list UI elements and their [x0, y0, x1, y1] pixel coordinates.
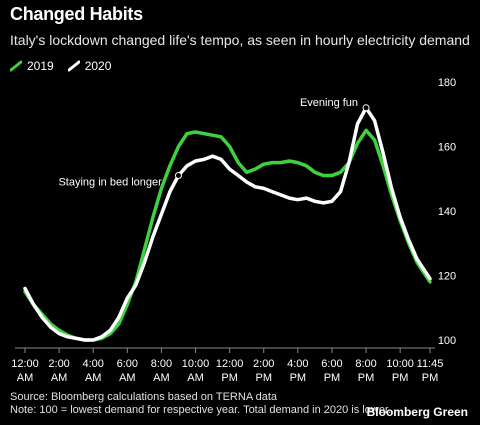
x-tick-label-7: 2:00	[253, 358, 274, 370]
y-tick-label-160: 160	[438, 142, 456, 154]
footnote: Note: 100 = lowest demand for respective…	[10, 404, 392, 416]
brand-logo-text: Bloomberg Green	[366, 405, 468, 419]
annotation-marker-0	[174, 172, 182, 180]
legend-label-2020: 2020	[84, 59, 112, 73]
legend-item-2019: 2019	[10, 59, 54, 73]
x-tick-sublabel-12: PM	[422, 372, 439, 384]
x-tick-label-1: 2:00	[48, 358, 69, 370]
y-tick-label-180: 180	[438, 77, 456, 89]
footer-notes: Source: Bloomberg calculations based on …	[10, 391, 391, 417]
x-tick-label-11: 10:00	[386, 358, 414, 370]
x-tick-label-5: 10:00	[182, 358, 210, 370]
x-tick-sublabel-8: PM	[290, 372, 307, 384]
x-tick-sublabel-5: AM	[187, 372, 204, 384]
annotation-label-0: Staying in bed longer	[58, 177, 162, 189]
x-tick-sublabel-2: AM	[85, 372, 102, 384]
x-tick-label-3: 6:00	[117, 358, 138, 370]
x-tick-label-0: 12:00	[11, 358, 39, 370]
chart-subtitle: Italy's lockdown changed life's tempo, a…	[10, 32, 470, 48]
legend-item-2020: 2020	[67, 59, 112, 73]
x-tick-label-10: 8:00	[355, 358, 376, 370]
x-tick-label-8: 4:00	[287, 358, 308, 370]
y-tick-label-120: 120	[438, 271, 456, 283]
annotation-marker-1	[362, 104, 370, 112]
x-tick-sublabel-3: AM	[119, 372, 136, 384]
x-tick-sublabel-1: AM	[51, 372, 68, 384]
x-tick-label-12: 11:45	[417, 358, 444, 370]
x-tick-sublabel-9: PM	[324, 372, 341, 384]
legend-swatch-2019	[10, 60, 22, 72]
x-tick-sublabel-6: PM	[221, 372, 238, 384]
x-tick-label-2: 4:00	[82, 358, 103, 370]
series-line-2019	[23, 128, 432, 342]
legend: 2019 2020	[10, 59, 125, 73]
x-tick-sublabel-10: PM	[358, 372, 375, 384]
y-tick-label-100: 100	[438, 335, 456, 347]
x-tick-sublabel-0: AM	[17, 372, 34, 384]
legend-swatch-2020	[67, 60, 80, 72]
source-note: Source: Bloomberg calculations based on …	[10, 391, 278, 403]
series-line-2020	[23, 106, 432, 342]
x-tick-label-6: 12:00	[216, 358, 244, 370]
x-tick-sublabel-7: PM	[255, 372, 272, 384]
legend-label-2019: 2019	[27, 59, 54, 73]
x-tick-label-9: 6:00	[321, 358, 342, 370]
x-tick-sublabel-4: AM	[153, 372, 170, 384]
chart-title: Changed Habits	[10, 4, 143, 24]
x-tick-label-4: 8:00	[151, 358, 172, 370]
x-tick-sublabel-11: PM	[392, 372, 409, 384]
annotation-label-1: Evening fun	[300, 97, 358, 109]
y-tick-label-140: 140	[438, 206, 456, 218]
